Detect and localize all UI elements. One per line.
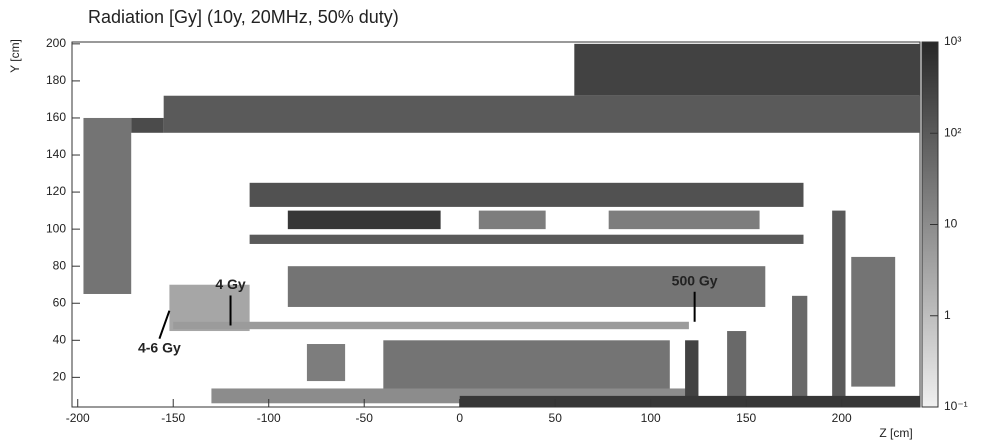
dose-region: [851, 256, 896, 387]
dose-region: [306, 344, 346, 382]
annotation-arrow: [158, 310, 171, 339]
dose-region: [608, 210, 760, 230]
dose-region: [727, 331, 747, 404]
dose-region: [478, 210, 546, 230]
x-tick-label: 0: [456, 411, 463, 425]
y-tick-label: 160: [46, 110, 66, 124]
colorbar-tick-label: 1: [944, 308, 951, 322]
x-tick-label: -50: [356, 411, 374, 425]
colorbar-tick-label: 10⁻¹: [944, 399, 968, 413]
dose-region: [574, 43, 920, 96]
y-tick-label: 40: [53, 332, 67, 346]
y-tick-label: 140: [46, 147, 66, 161]
annotation: 4-6 Gy: [138, 339, 181, 355]
dose-region: [173, 321, 689, 330]
dose-region: [383, 340, 670, 396]
colorbar-tick-label: 10³: [944, 34, 961, 48]
x-tick-label: -100: [257, 411, 281, 425]
x-tick-label: -150: [161, 411, 185, 425]
dose-region: [685, 340, 699, 404]
dose-region: [163, 95, 921, 133]
dose-region: [792, 295, 808, 404]
y-axis-label: Y [cm]: [8, 39, 22, 73]
dose-region: [131, 117, 164, 133]
x-tick-label: 200: [832, 411, 852, 425]
annotation: 500 Gy: [672, 272, 718, 288]
x-tick-label: -200: [66, 411, 90, 425]
x-tick-label: 150: [736, 411, 756, 425]
y-tick-label: 100: [46, 221, 66, 235]
dose-region: [459, 395, 920, 407]
y-tick-label: 200: [46, 36, 66, 50]
x-tick-label: 100: [641, 411, 661, 425]
y-tick-label: 80: [53, 258, 67, 272]
colorbar-tick-label: 10: [944, 217, 958, 231]
chart-title: Radiation [Gy] (10y, 20MHz, 50% duty): [88, 7, 399, 27]
dose-region: [832, 210, 846, 404]
y-tick-label: 180: [46, 73, 66, 87]
colorbar-tick-label: 10²: [944, 125, 961, 139]
x-axis-label: Z [cm]: [879, 426, 912, 440]
y-tick-label: 60: [53, 295, 67, 309]
dose-region: [249, 182, 804, 207]
annotation: 4 Gy: [215, 276, 246, 292]
dose-region: [287, 210, 441, 230]
dose-region: [83, 117, 132, 294]
dose-region: [287, 266, 766, 307]
dose-region: [249, 234, 804, 244]
y-tick-label: 120: [46, 184, 66, 198]
x-tick-label: 50: [549, 411, 563, 425]
y-tick-label: 20: [53, 370, 67, 384]
